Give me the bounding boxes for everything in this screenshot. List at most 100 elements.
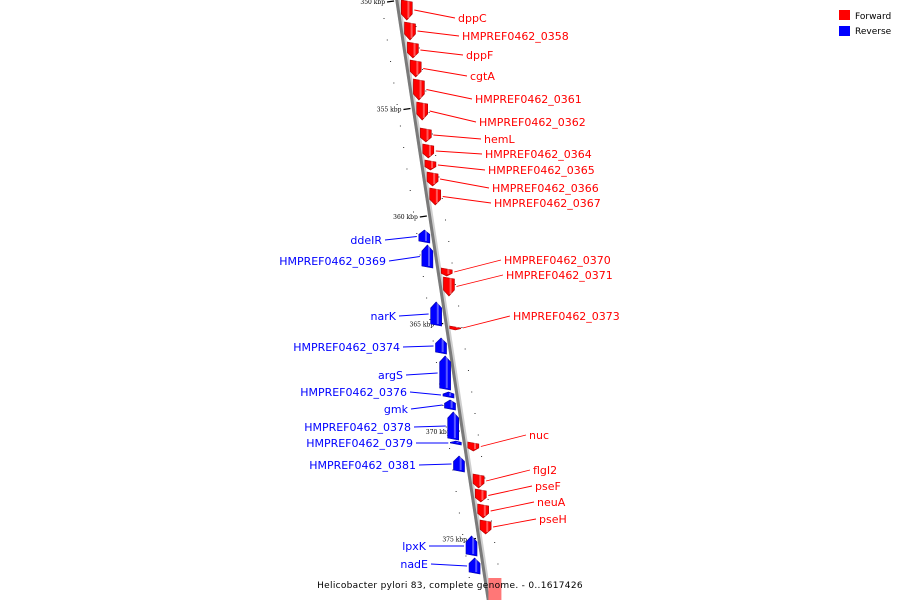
gene-arrow[interactable]: [400, 0, 413, 21]
minor-tick-dot-right: [474, 413, 476, 414]
gene-label[interactable]: HMPREF0462_0364: [485, 148, 592, 161]
legend: Forward Reverse: [839, 10, 892, 37]
gene-arrow[interactable]: [439, 355, 451, 391]
gene-label[interactable]: nadE: [400, 558, 428, 571]
gene-leader-line: [490, 501, 535, 512]
gene-label[interactable]: HMPREF0462_0381: [309, 459, 416, 472]
minor-tick-dot-left: [399, 125, 401, 127]
gene-label[interactable]: HMPREF0462_0362: [479, 116, 586, 129]
gene-arrow[interactable]: [430, 301, 442, 327]
gene-label[interactable]: HMPREF0462_0358: [462, 30, 569, 43]
gene-label[interactable]: argS: [378, 369, 403, 382]
gene-leader-line: [413, 425, 446, 428]
gene-label[interactable]: HMPREF0462_0373: [513, 310, 620, 323]
gene-label[interactable]: HMPREF0462_0370: [504, 254, 611, 267]
gene-label[interactable]: HMPREF0462_0365: [488, 164, 595, 177]
gene-leader-line: [384, 236, 417, 241]
gene-arrow[interactable]: [449, 325, 462, 331]
gene-label[interactable]: ddeIR: [350, 234, 382, 247]
gene-label[interactable]: narK: [371, 310, 397, 323]
gene-leader-line: [429, 110, 477, 123]
minor-tick-dot-left: [435, 362, 437, 363]
gene-label[interactable]: HMPREF0462_0379: [306, 437, 413, 450]
gene-arrow[interactable]: [444, 399, 456, 411]
tick-label: 365 kbp: [410, 322, 435, 329]
gene-label[interactable]: HMPREF0462_0369: [279, 255, 386, 268]
gene-arrow[interactable]: [422, 143, 435, 159]
gene-arrow[interactable]: [421, 244, 434, 269]
gene-label[interactable]: HMPREF0462_0374: [293, 341, 400, 354]
genes-layer: [400, 0, 502, 600]
tick-label: 355 kbp: [377, 107, 402, 114]
gene-leader-line: [402, 345, 434, 348]
minor-tick-dot-left: [452, 469, 454, 471]
gene-label[interactable]: HMPREF0462_0376: [300, 386, 407, 399]
minor-tick-dot-left: [386, 39, 388, 41]
gene-arrow[interactable]: [450, 440, 462, 446]
gene-label[interactable]: HMPREF0462_0371: [506, 269, 613, 282]
gene-label[interactable]: HMPREF0462_0361: [475, 93, 582, 106]
gene-label[interactable]: HMPREF0462_0378: [304, 421, 411, 434]
minor-tick-dot-right: [418, 47, 420, 49]
gene-label[interactable]: nuc: [529, 429, 549, 442]
gene-label[interactable]: dppF: [466, 49, 493, 62]
gene-arrow[interactable]: [409, 59, 422, 78]
gene-arrow[interactable]: [420, 127, 432, 143]
minor-tick-dot-left: [383, 18, 385, 19]
gene-leader-line: [409, 391, 442, 396]
gene-arrow[interactable]: [472, 473, 485, 489]
gene-arrow[interactable]: [453, 455, 465, 473]
gene-arrow[interactable]: [465, 535, 478, 557]
minor-tick-dot-right: [481, 456, 483, 457]
minor-tick-dot-left: [455, 491, 457, 492]
gene-arrow[interactable]: [442, 391, 455, 399]
minor-tick-dot-left: [442, 405, 444, 406]
gene-arrow[interactable]: [413, 78, 425, 101]
minor-tick-dot-right: [425, 90, 427, 92]
gene-label[interactable]: cgtA: [470, 70, 495, 83]
gene-leader-line: [456, 274, 504, 287]
gene-arrow[interactable]: [404, 21, 416, 41]
gene-label[interactable]: HMPREF0462_0366: [492, 182, 599, 195]
gene-label[interactable]: HMPREF0462_0367: [494, 197, 601, 210]
gene-arrow[interactable]: [435, 337, 447, 355]
gene-arrow[interactable]: [447, 411, 460, 441]
gene-arrow[interactable]: [407, 41, 419, 59]
gene-arrow[interactable]: [426, 171, 439, 187]
gene-label[interactable]: dppC: [458, 12, 487, 25]
gene-arrow[interactable]: [416, 101, 428, 121]
gene-label[interactable]: flgI2: [533, 464, 557, 477]
gene-arrow[interactable]: [443, 276, 455, 297]
gene-arrow[interactable]: [477, 503, 489, 519]
tick-mark: [419, 215, 427, 218]
minor-tick-dot-right: [458, 305, 460, 307]
minor-tick-dot-left: [429, 319, 431, 320]
gene-arrow[interactable]: [468, 557, 481, 575]
gene-label[interactable]: lpxK: [402, 540, 427, 553]
minor-tick-dot-right: [428, 112, 430, 113]
gene-leader-line: [388, 256, 420, 262]
minor-tick-dot-left: [419, 254, 421, 256]
minor-tick-dot-left: [409, 190, 411, 191]
gene-arrow[interactable]: [429, 187, 442, 206]
gene-label[interactable]: pseF: [535, 480, 561, 493]
gene-arrow[interactable]: [475, 488, 487, 503]
gene-arrow[interactable]: [424, 159, 437, 171]
minor-tick-dot-right: [454, 284, 456, 285]
minor-tick-dot-right: [435, 155, 437, 156]
gene-label[interactable]: pseH: [539, 513, 567, 526]
gene-leader-line: [454, 259, 502, 273]
tick-label: 350 kbp: [360, 0, 385, 6]
gene-arrow[interactable]: [467, 441, 480, 452]
gene-label[interactable]: hemL: [484, 133, 515, 146]
gene-arrow-faded: [488, 578, 502, 600]
gene-arrow[interactable]: [440, 267, 453, 277]
gene-arrow[interactable]: [479, 519, 492, 535]
minor-tick-dot-left: [396, 104, 398, 105]
minor-tick-dot-right: [451, 262, 453, 264]
legend-label-forward: Forward: [855, 12, 891, 22]
gene-label[interactable]: neuA: [537, 496, 566, 509]
gene-arrow[interactable]: [418, 229, 431, 244]
gene-label[interactable]: gmk: [384, 403, 409, 416]
minor-tick-dot-left: [426, 297, 428, 299]
